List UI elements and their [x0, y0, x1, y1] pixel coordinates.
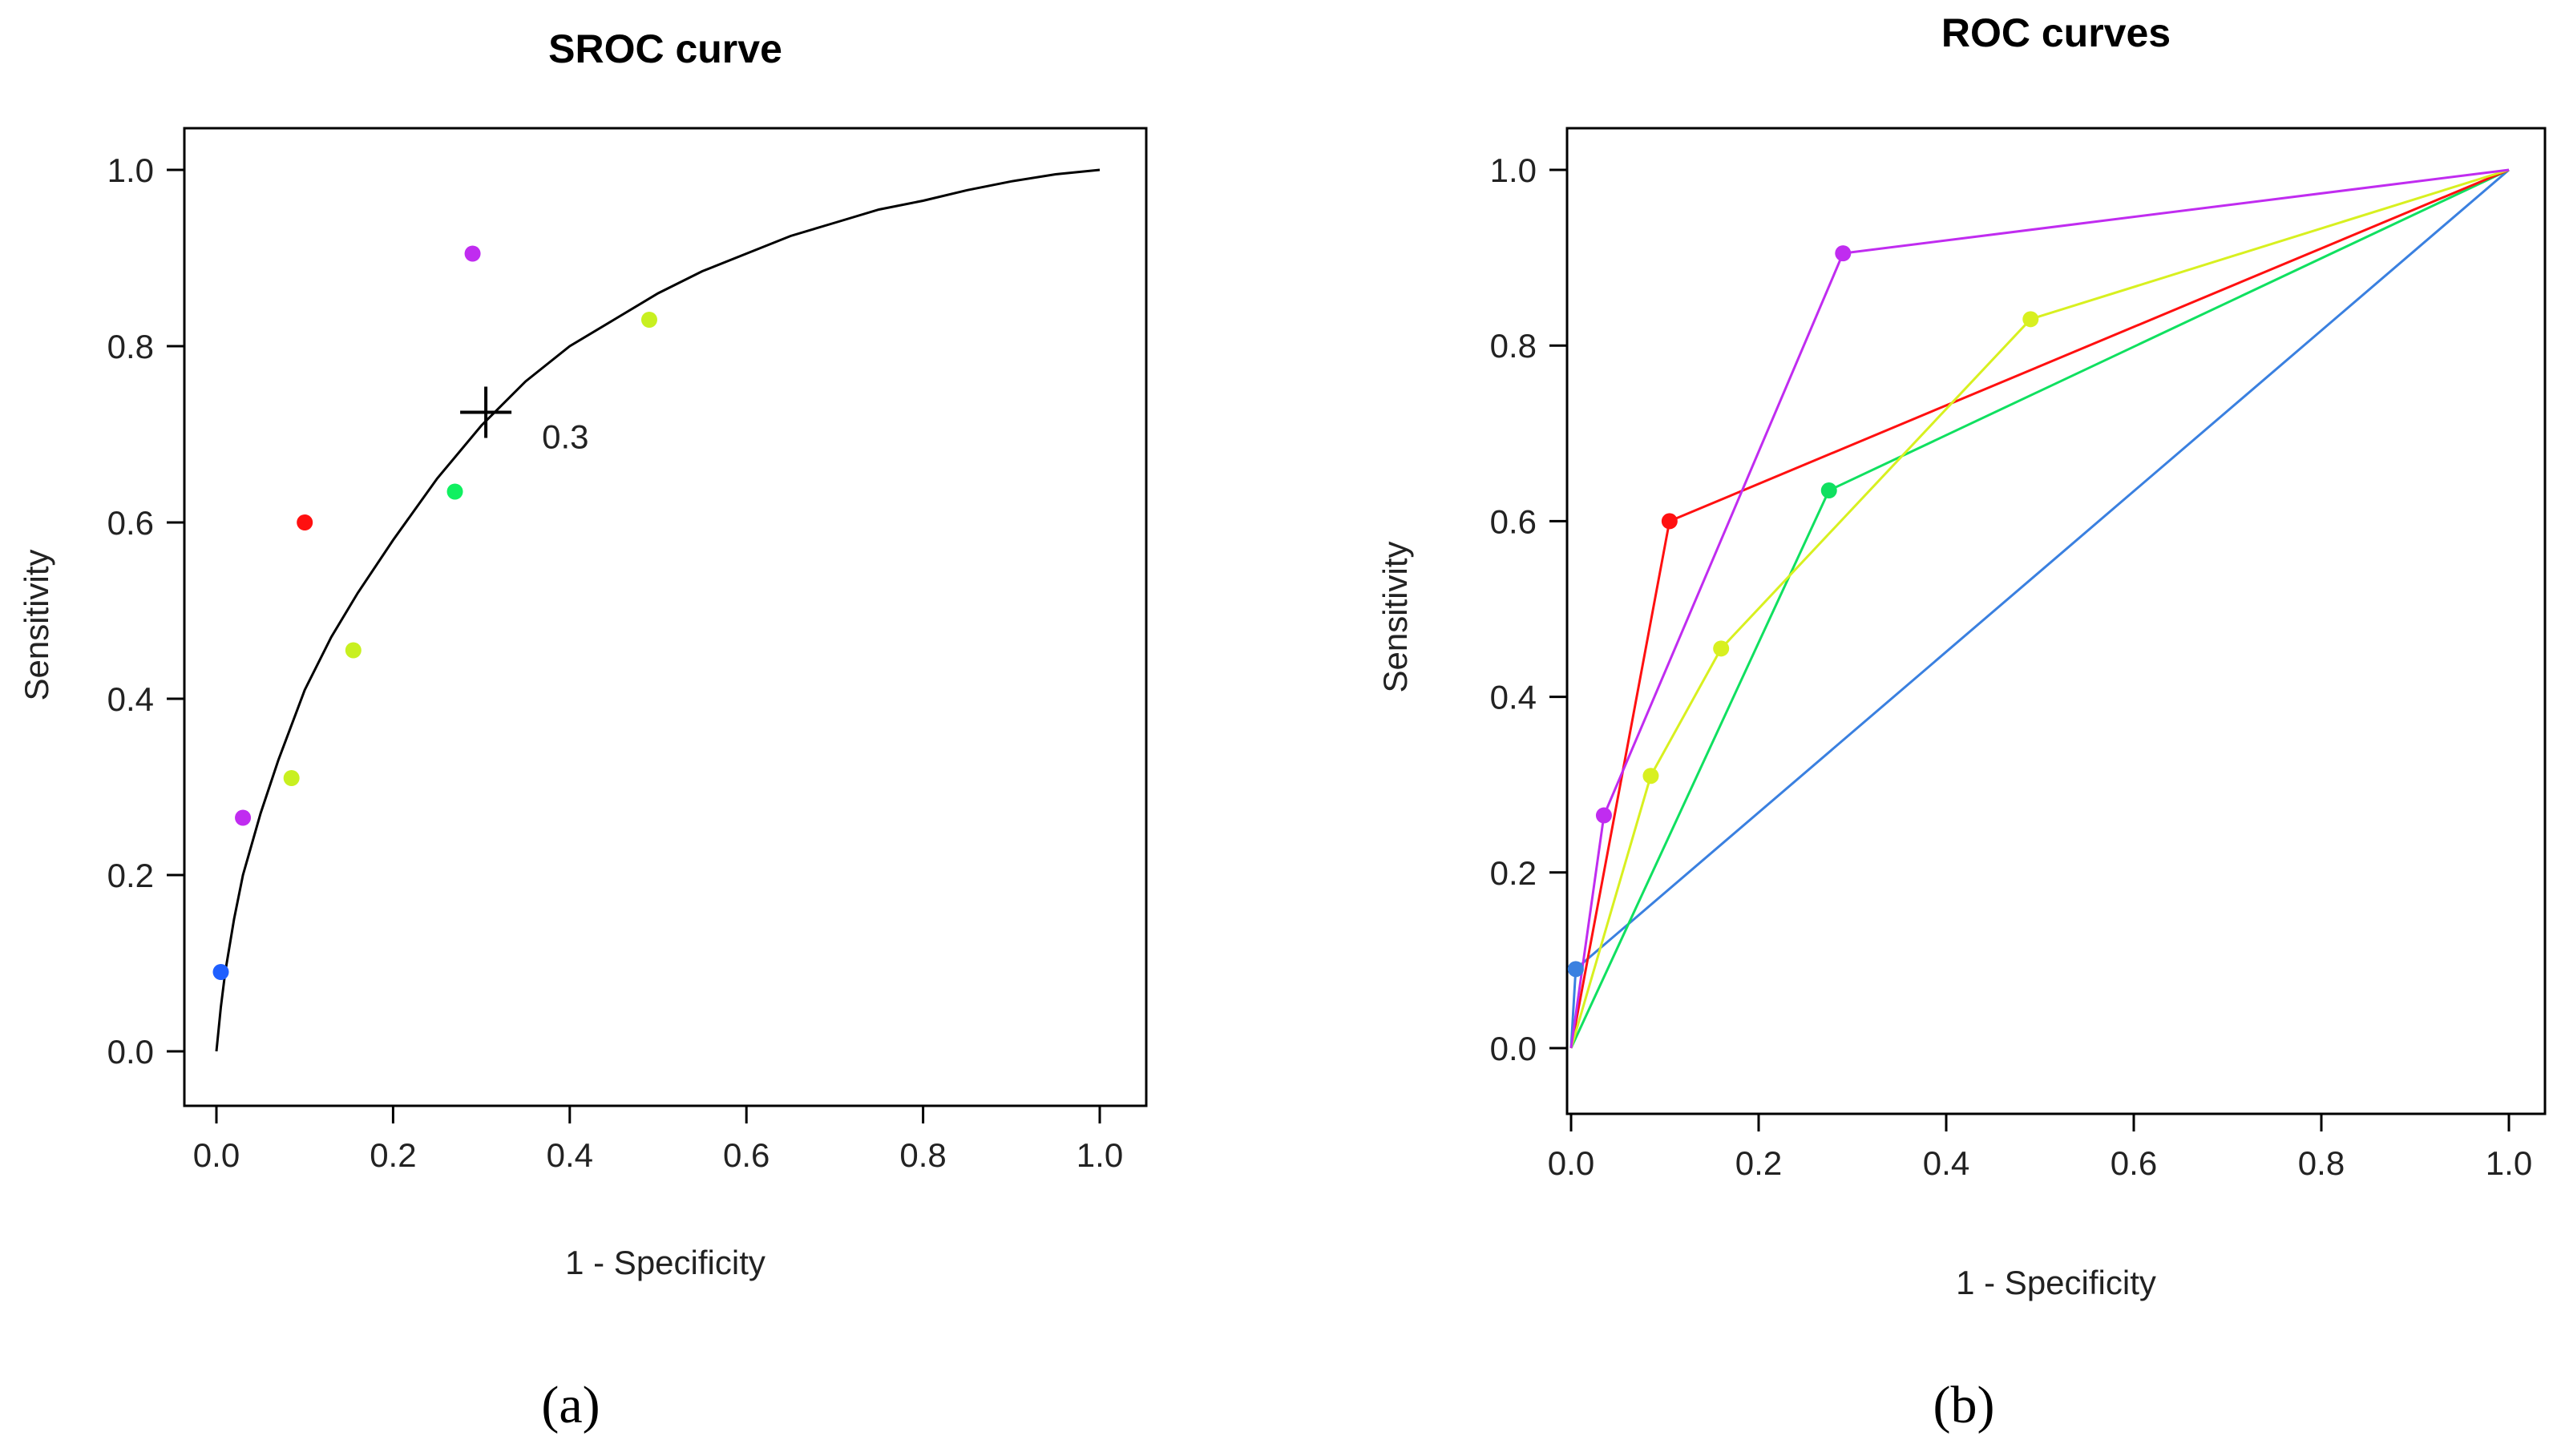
sroc-y-tick-label: 0.0	[107, 1033, 154, 1071]
sroc-study-point	[283, 770, 300, 786]
sroc-study-point	[464, 245, 481, 262]
roc-y-tick-label: 0.4	[1490, 679, 1537, 716]
panel-label-a: (a)	[541, 1376, 600, 1434]
roc-series-line-yellow-green	[1569, 168, 2510, 1049]
roc-x-tick-label: 0.6	[2111, 1144, 2157, 1182]
sroc-x-axis-label: 1 - Specificity	[565, 1244, 765, 1281]
roc-plot-frame	[1565, 127, 2547, 1115]
sroc-x-tick-label: 0.4	[547, 1136, 593, 1174]
roc-markers-layer	[1567, 245, 2039, 978]
roc-y-tick-label: 0.0	[1490, 1030, 1537, 1067]
roc-lines-layer	[1569, 168, 2510, 1049]
roc-x-tick-label: 0.4	[1923, 1144, 1969, 1182]
roc-series-point-magenta	[1595, 807, 1612, 824]
sroc-plot-frame	[183, 127, 1148, 1107]
roc-x-tick-label: 0.2	[1735, 1144, 1782, 1182]
roc-y-tick-label: 0.6	[1490, 502, 1537, 540]
sroc-y-axis-label: Sensitivity	[18, 549, 55, 700]
sroc-x-tick-label: 1.0	[1077, 1136, 1123, 1174]
sroc-y-tick-label: 0.6	[107, 504, 154, 542]
roc-x-axis-label: 1 - Specificity	[1956, 1264, 2156, 1301]
sroc-x-tick-label: 0.2	[370, 1136, 416, 1174]
roc-y-axis-label: Sensitivity	[1376, 541, 1414, 692]
sroc-points-layer	[212, 245, 657, 980]
roc-series-point-green	[1820, 482, 1837, 499]
roc-series-point-yellow-green	[2022, 311, 2039, 328]
roc-title: ROC curves	[1941, 10, 2171, 55]
sroc-title: SROC curve	[548, 26, 782, 71]
sroc-summary-layer: 0.3	[460, 386, 589, 456]
sroc-curve-layer	[215, 168, 1101, 1052]
sroc-study-point	[446, 483, 463, 500]
roc-x-tick-label: 0.8	[2298, 1144, 2345, 1182]
sroc-curve-line	[215, 168, 1101, 1052]
roc-x-tick-label: 0.0	[1548, 1144, 1594, 1182]
panel-label-b: (b)	[1933, 1376, 1995, 1434]
sroc-y-tick-label: 1.0	[107, 151, 154, 189]
sroc-x-tick-label: 0.0	[193, 1136, 240, 1174]
sroc-study-point	[212, 964, 229, 980]
roc-y-tick-label: 1.0	[1490, 151, 1537, 189]
roc-axes: 0.0 0.0 0.2 0.2 0.4 0.4 0.6 0.6 0.8 0.8 1.0 1.0	[1490, 151, 2533, 1182]
roc-panel: ROC curves 0.00.00.20.20.40.40.60.60.80.…	[1376, 10, 2547, 1434]
sroc-study-point	[235, 809, 252, 826]
sroc-axes: 0.0 0.0 0.2 0.2 0.4 0.4 0.6 0.6 0.8 0.8 1.0 1.0	[107, 151, 1124, 1174]
roc-series-point-blue	[1567, 961, 1584, 978]
roc-series-line-blue	[1569, 168, 2510, 1049]
sroc-x-tick-label: 0.8	[899, 1136, 946, 1174]
sroc-study-point	[640, 312, 657, 328]
roc-series-line-red	[1569, 168, 2510, 1049]
sroc-y-tick-label: 0.4	[107, 680, 154, 718]
sroc-y-tick-label: 0.2	[107, 857, 154, 894]
roc-series-point-yellow-green	[1642, 768, 1659, 784]
sroc-study-point	[297, 514, 313, 530]
sroc-study-point	[345, 642, 362, 659]
sroc-panel: SROC curve 0.00.00.20.20.40.40.60.60.80.…	[18, 26, 1148, 1434]
roc-y-tick-label: 0.8	[1490, 327, 1537, 365]
roc-x-tick-label: 1.0	[2486, 1144, 2532, 1182]
roc-y-tick-label: 0.2	[1490, 854, 1537, 892]
roc-series-line-magenta	[1569, 168, 2510, 1049]
summary-point-label: 0.3	[542, 418, 588, 456]
sroc-y-tick-label: 0.8	[107, 328, 154, 365]
roc-series-point-magenta	[1835, 245, 1852, 262]
roc-series-point-yellow-green	[1713, 640, 1730, 657]
roc-series-line-green	[1569, 168, 2510, 1049]
roc-series-point-red	[1661, 513, 1678, 530]
sroc-x-tick-label: 0.6	[723, 1136, 770, 1174]
